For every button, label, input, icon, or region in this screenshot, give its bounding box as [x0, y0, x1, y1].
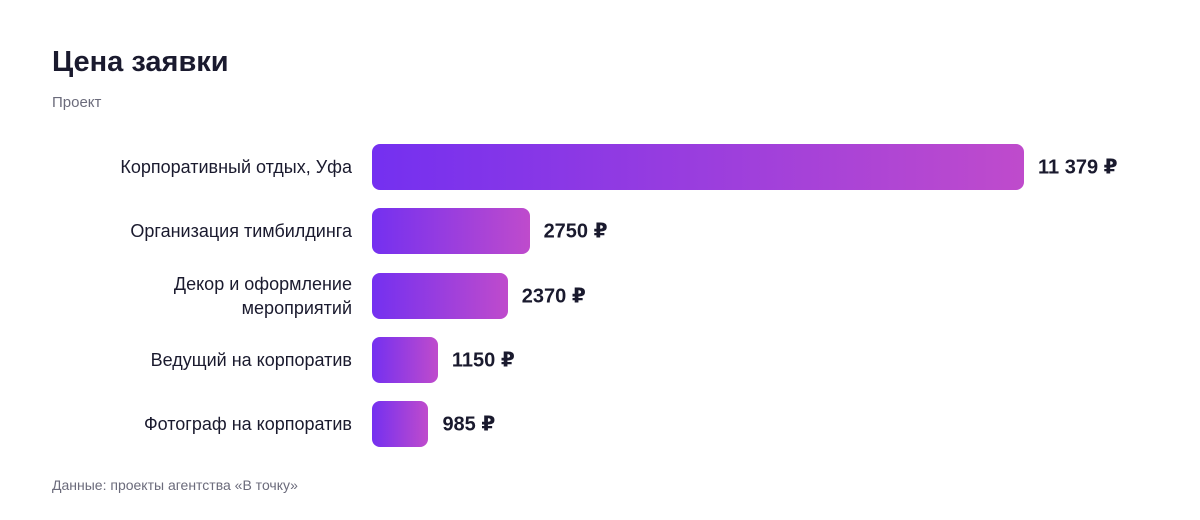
bar: [372, 144, 1024, 190]
value-label: 985 ₽: [442, 413, 496, 436]
chart-title: Цена заявки: [52, 46, 229, 78]
value-label: 1150 ₽: [451, 349, 515, 372]
category-label: Ведущий на корпоратив: [150, 349, 352, 370]
bar: [372, 208, 530, 255]
value-label: 2750 ₽: [543, 220, 608, 243]
source-note: Данные: проекты агентства «В точку»: [52, 477, 298, 493]
category-label: Фотограф на корпоратив: [143, 414, 352, 435]
bar: [372, 336, 438, 383]
category-label: Корпоративный отдых, Уфа: [120, 157, 352, 177]
bar: [372, 401, 429, 448]
value-label: 2370 ₽: [521, 285, 586, 308]
bar: [372, 272, 508, 319]
category-label: Декор и оформление мероприятий: [173, 273, 352, 318]
category-label: Организация тимбилдинга: [130, 221, 352, 242]
chart-subtitle: Проект: [52, 94, 102, 111]
value-label: 11 379 ₽: [1038, 156, 1118, 179]
